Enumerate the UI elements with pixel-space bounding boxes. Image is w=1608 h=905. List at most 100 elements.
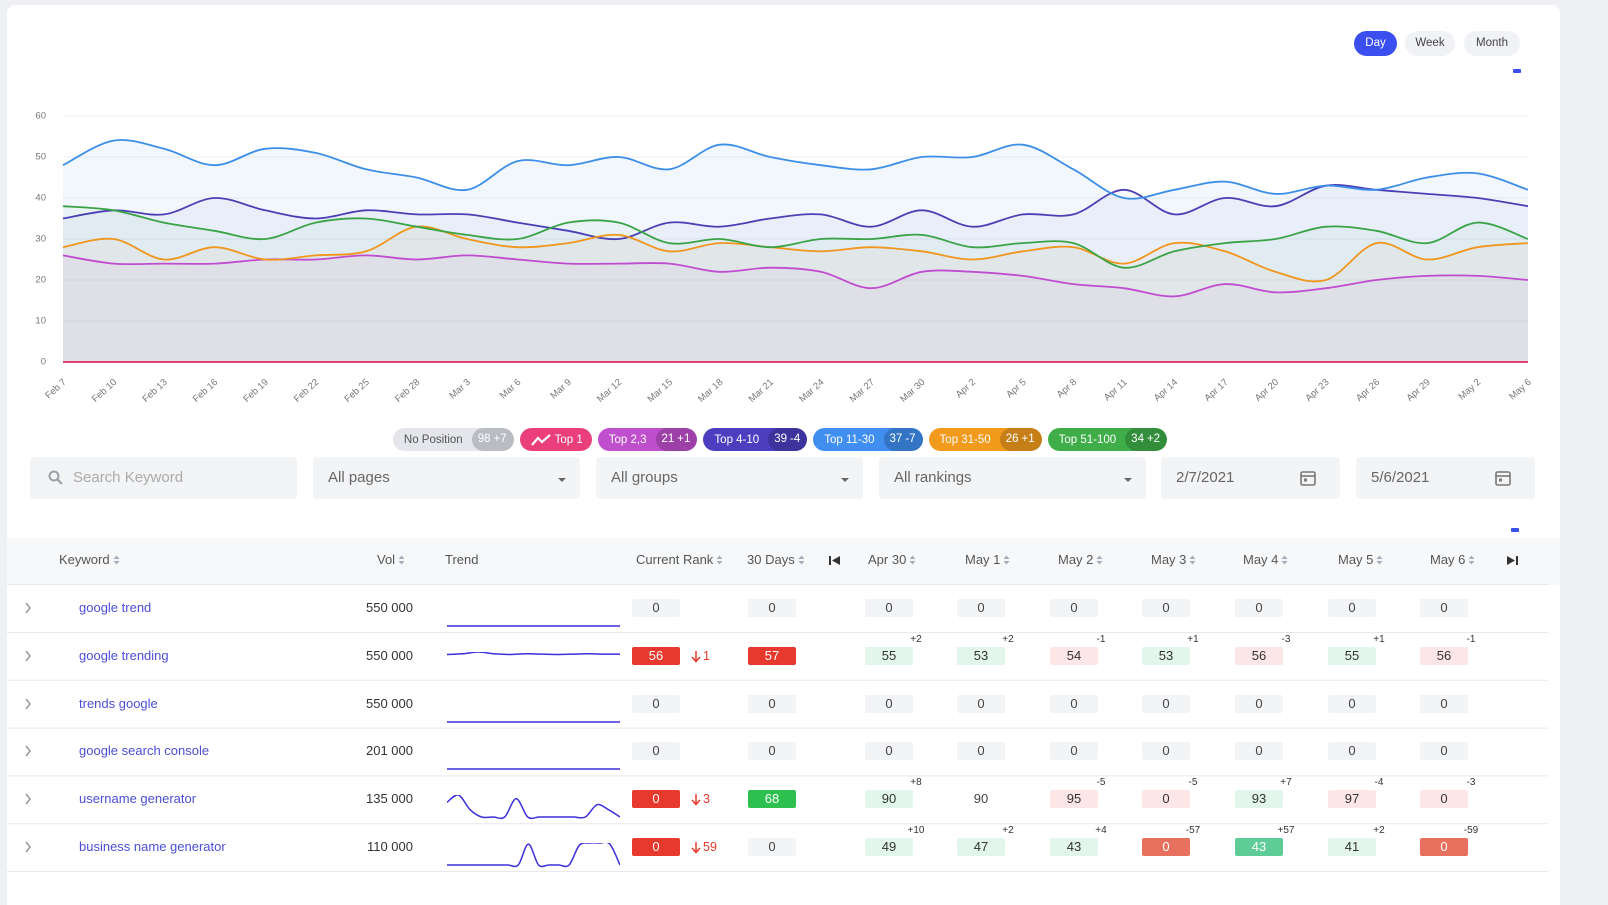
column-header[interactable]: May 3 <box>1151 551 1196 569</box>
rank-cell: 0 <box>632 790 680 809</box>
date-input[interactable]: 2/7/2021 <box>1161 457 1340 499</box>
x-tick-label: Mar 6 <box>498 377 523 401</box>
select[interactable]: All pages <box>313 457 580 499</box>
trend-icon <box>530 433 551 446</box>
rank-cell: 90 <box>973 791 989 807</box>
x-tick-label: Mar 24 <box>797 377 826 405</box>
x-tick-label: Mar 30 <box>898 377 927 405</box>
legend-chip[interactable]: Top 1 <box>519 428 592 451</box>
legend-chip[interactable]: Top 31-50 26 +1 <box>928 428 1042 451</box>
period-button[interactable]: Week <box>1405 31 1455 56</box>
column-header[interactable]: Apr 30 <box>868 551 916 569</box>
column-header[interactable]: May 4 <box>1243 551 1288 569</box>
rank-cell: 0 <box>1420 790 1468 809</box>
chip-name: No Position <box>403 433 463 446</box>
column-header[interactable]: 30 Days <box>747 551 805 569</box>
legend-chip[interactable]: Top 11-30 37 -7 <box>813 428 923 451</box>
date-input[interactable]: 5/6/2021 <box>1356 457 1535 499</box>
volume: 110 000 <box>366 839 413 854</box>
legend: No Position 98 +7 Top 1 Top 2,3 21 +1 Top 4-10 3… <box>0 428 1560 451</box>
expand-toggle[interactable] <box>24 745 32 757</box>
rank-delta: +2 <box>1002 633 1014 645</box>
legend-chip[interactable]: Top 2,3 21 +1 <box>597 428 698 451</box>
expand-toggle[interactable] <box>24 602 32 614</box>
column-header[interactable]: May 6 <box>1430 551 1475 569</box>
expand-toggle[interactable] <box>24 650 32 662</box>
select[interactable]: All rankings <box>879 457 1146 499</box>
sort-icon <box>1096 555 1103 565</box>
rank-cell: 97 <box>1328 790 1376 809</box>
keyword-link[interactable]: business name generator <box>79 839 226 854</box>
rank-cell: 0 <box>957 694 1005 713</box>
rank-cell: 0 <box>1420 742 1468 761</box>
header-label: Keyword <box>59 552 110 567</box>
column-header[interactable]: May 2 <box>1058 551 1103 569</box>
volume: 550 000 <box>366 600 413 615</box>
x-tick-label: Apr 17 <box>1202 377 1230 404</box>
icon <box>25 745 31 757</box>
expand-toggle[interactable] <box>24 841 32 853</box>
icon <box>691 650 701 663</box>
column-header[interactable]: Vol <box>377 551 405 569</box>
icon <box>1124 478 1132 482</box>
legend-chip[interactable]: Top 4-10 39 -4 <box>703 428 808 451</box>
keyword-link[interactable]: google trending <box>79 647 169 663</box>
sort-icon <box>113 555 120 565</box>
icon <box>398 555 405 565</box>
rank-delta: +57 <box>1277 825 1295 836</box>
period-button[interactable]: Month <box>1464 31 1520 56</box>
rank-cell: 0 <box>1235 742 1283 761</box>
icon <box>716 555 723 565</box>
icon-line <box>530 433 551 446</box>
rank-cell: 56 <box>1235 646 1283 665</box>
rank-cell: 0 <box>632 838 680 856</box>
column-header[interactable]: May 5 <box>1338 551 1383 569</box>
sort-icon <box>1281 555 1288 565</box>
column-header[interactable]: Keyword <box>59 551 120 569</box>
rank-delta: -5 <box>1188 777 1198 789</box>
icon <box>113 555 120 565</box>
x-tick-label: Apr 8 <box>1055 377 1079 400</box>
search-input[interactable]: Search Keyword <box>30 457 297 499</box>
keyword-link[interactable]: username generator <box>79 791 197 807</box>
keyword-link[interactable]: trends google <box>79 695 158 711</box>
x-tick-label: Apr 23 <box>1303 377 1331 404</box>
rank-cell: 0 <box>748 742 796 761</box>
sort-icon <box>1003 555 1010 565</box>
keyword-link[interactable]: google search console <box>79 743 210 759</box>
expand-toggle[interactable] <box>24 793 32 805</box>
rank-cell: 53 <box>957 646 1005 665</box>
y-tick-label: 40 <box>35 193 46 204</box>
icon <box>1189 555 1196 565</box>
header-label: 30 Days <box>747 552 795 567</box>
sparkline <box>447 795 620 820</box>
y-tick-label: 10 <box>35 316 46 327</box>
header-label: Trend <box>445 552 479 567</box>
rank-cell: 0 <box>1328 694 1376 713</box>
rank-change: 3 <box>703 792 710 807</box>
rank-cell: 41 <box>1328 838 1376 856</box>
rank-cell: 0 <box>1142 694 1190 713</box>
sparkline-line <box>447 651 620 656</box>
legend-chip[interactable]: Top 51-100 34 +2 <box>1047 428 1168 451</box>
rank-cell: 93 <box>1235 790 1283 809</box>
rank-cell: 0 <box>1420 599 1468 617</box>
sort-icon <box>716 555 723 565</box>
x-tick-label: Mar 21 <box>747 377 776 405</box>
x-tick-label: Mar 9 <box>548 377 573 401</box>
rank-cell: 0 <box>1142 838 1190 856</box>
keyword-link[interactable]: google trend <box>79 600 152 615</box>
rank-cell: 0 <box>1050 694 1098 713</box>
column-header[interactable]: May 1 <box>965 551 1010 569</box>
legend-chip[interactable]: No Position 98 +7 <box>392 428 514 451</box>
column-header[interactable]: Current Rank <box>636 551 723 569</box>
icon <box>909 555 916 565</box>
rank-delta: -1 <box>1466 633 1476 645</box>
icon <box>1499 478 1502 482</box>
expand-toggle[interactable] <box>24 698 32 710</box>
series-line <box>62 254 1529 298</box>
rank-cell: 0 <box>632 742 680 761</box>
down-arrow <box>691 794 701 806</box>
period-button[interactable]: Day <box>1354 31 1397 56</box>
select[interactable]: All groups <box>596 457 863 499</box>
